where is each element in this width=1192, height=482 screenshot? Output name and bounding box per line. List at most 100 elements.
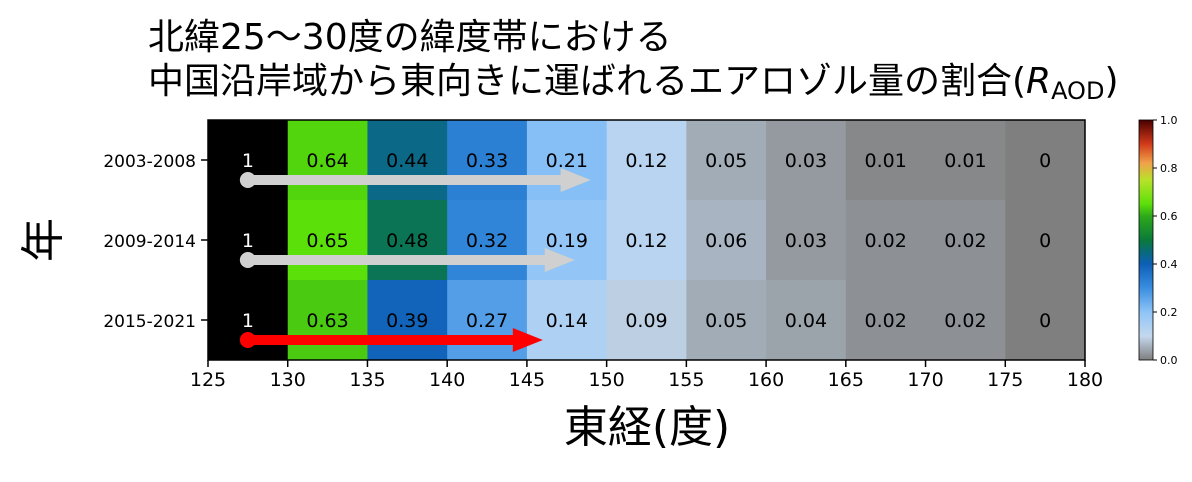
heatmap-cell [367, 120, 448, 201]
colorbar-tick-label: 1.0 [1160, 114, 1178, 127]
colorbar-tick-label: 0.0 [1160, 354, 1178, 367]
x-tick-label: 150 [589, 369, 625, 391]
cell-value-label: 0.09 [625, 310, 667, 332]
cell-value-label: 0.33 [466, 150, 508, 172]
y-tick-label: 2009-2014 [103, 232, 196, 252]
cell-value-label: 0.03 [785, 150, 827, 172]
heatmap-cell [925, 200, 1006, 281]
colorbar-gradient [1138, 119, 1154, 361]
x-tick-label: 135 [349, 369, 385, 391]
cell-value-label: 0.12 [625, 150, 667, 172]
x-tick-label: 165 [828, 369, 864, 391]
x-tick-label: 140 [429, 369, 465, 391]
cell-value-label: 0 [1039, 150, 1051, 172]
cell-value-label: 0.64 [306, 150, 348, 172]
x-tick-label: 125 [190, 369, 226, 391]
cell-value-label: 0.63 [306, 310, 348, 332]
cell-value-label: 0.03 [785, 230, 827, 252]
arrow-origin-dot [239, 252, 256, 268]
heatmap-cell [686, 280, 767, 361]
cell-value-label: 0 [1039, 310, 1051, 332]
heatmap-cell [287, 120, 368, 201]
cell-value-label: 0.05 [705, 150, 747, 172]
chart-title-line-1: 北緯25〜30度の緯度帯における [148, 17, 672, 58]
x-tick-label: 170 [907, 369, 943, 391]
cell-value-label: 0.32 [466, 230, 508, 252]
colorbar-tick-label: 0.8 [1160, 162, 1178, 175]
heatmap-cell [606, 120, 687, 201]
cell-value-label: 0.02 [944, 310, 986, 332]
heatmap-cell [1005, 280, 1086, 361]
heatmap-cell [845, 120, 927, 201]
cell-value-label: 0.21 [546, 150, 588, 172]
heatmap-cell [766, 120, 847, 201]
chart-title-line-2: 中国沿岸域から東向きに運ばれるエアロゾル量の割合(RAOD) [148, 61, 1119, 105]
heatmap-cell [766, 200, 847, 281]
arrow-head [560, 168, 591, 192]
cell-value-label: 0.01 [865, 150, 907, 172]
cell-value-label: 0.19 [546, 230, 588, 252]
cell-value-label: 0.14 [546, 310, 588, 332]
title-symbol-subscript: AOD [1051, 77, 1105, 105]
cell-value-label: 1 [242, 230, 254, 252]
arrow-head [512, 328, 543, 352]
title-symbol-r: R [1026, 61, 1052, 102]
cell-value-label: 0.39 [386, 310, 428, 332]
cell-value-label: 0 [1039, 230, 1051, 252]
y-axis-label: 年 [18, 218, 69, 262]
cell-value-label: 0.12 [625, 230, 667, 252]
heatmap-cell [845, 280, 927, 361]
x-tick-label: 175 [987, 369, 1023, 391]
chart-title-line-2-text: 中国沿岸域から東向きに運ばれるエアロゾル量の割合( [148, 61, 1027, 102]
cell-value-label: 1 [242, 150, 254, 172]
heatmap-cell [606, 280, 687, 361]
x-axis-label: 東経(度) [564, 402, 730, 453]
heatmap-cell [686, 120, 767, 201]
heatmap-cell [606, 200, 687, 281]
cell-value-label: 1 [242, 310, 254, 332]
cell-value-label: 0.02 [944, 230, 986, 252]
arrow-origin-dot [239, 172, 256, 188]
heatmap-cell [367, 200, 448, 281]
cell-value-label: 0.01 [944, 150, 986, 172]
transport-arrows [239, 168, 591, 352]
x-tick-label: 155 [668, 369, 704, 391]
chart-title-close-paren: ) [1104, 61, 1119, 102]
x-tick-label: 145 [509, 369, 545, 391]
cell-value-label: 0.04 [785, 310, 827, 332]
cell-value-label: 0.65 [306, 230, 348, 252]
heatmap-cell [1005, 200, 1086, 281]
colorbar: 0.0 0.2 0.4 0.6 0.8 1.0 [1138, 114, 1178, 367]
colorbar-tick-label: 0.2 [1160, 306, 1178, 319]
cell-value-label: 0.05 [705, 310, 747, 332]
cell-value-label: 0.44 [386, 150, 428, 172]
heatmap-cell [845, 200, 927, 281]
x-tick-label: 180 [1067, 369, 1103, 391]
heatmap-cell [287, 280, 368, 361]
heatmap-cell [925, 120, 1006, 201]
colorbar-tick-label: 0.6 [1160, 210, 1178, 223]
heatmap-cell [447, 200, 528, 281]
colorbar-tick-label: 0.4 [1160, 258, 1178, 271]
cell-value-label: 0.02 [865, 230, 907, 252]
y-tick-label: 2015-2021 [103, 312, 196, 332]
heatmap-cell [526, 280, 608, 361]
heatmap-cell [287, 200, 368, 281]
x-tick-label: 160 [748, 369, 784, 391]
cell-value-label: 0.06 [705, 230, 747, 252]
cell-value-label: 0.02 [865, 310, 907, 332]
y-tick-label: 2003-2008 [103, 152, 196, 172]
heatmap-cell [1005, 120, 1086, 201]
cell-value-label: 0.48 [386, 230, 428, 252]
heatmap-cell [367, 280, 448, 361]
x-tick-label: 130 [270, 369, 306, 391]
heatmap-cell [686, 200, 767, 281]
heatmap-cell [766, 280, 847, 361]
heatmap-cell-labels: 1 0.64 0.44 0.33 0.21 0.12 0.05 0.03 0.01 0.01 0 1 0… [242, 150, 1051, 332]
heatmap-cell [447, 120, 528, 201]
cell-value-label: 0.27 [466, 310, 508, 332]
heatmap-cell [925, 280, 1006, 361]
heatmap-cells [208, 120, 1086, 361]
